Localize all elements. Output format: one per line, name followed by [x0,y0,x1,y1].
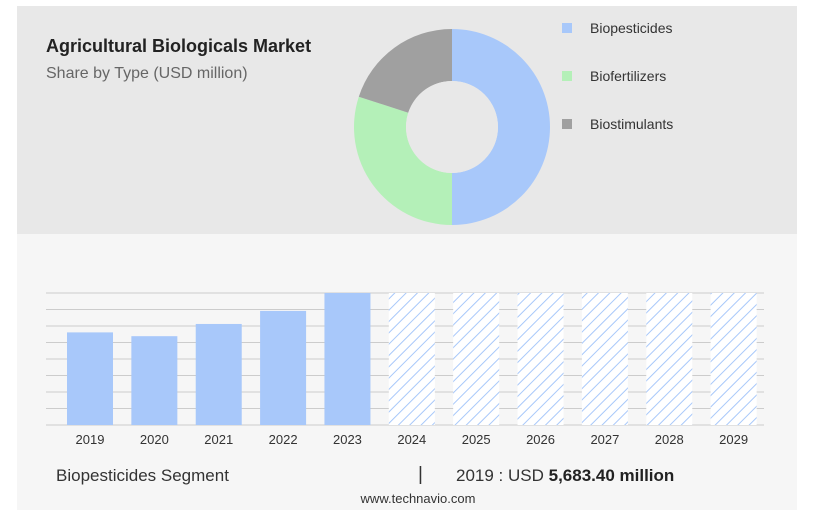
bar-2019 [67,332,113,425]
forecast-bar-2026 [517,293,564,425]
segment-value-amount: 5,683.40 million [548,466,675,485]
footer-separator: | [418,464,423,485]
donut-chart [354,29,550,225]
donut-slice-biostimulants [358,29,452,113]
donut-slice-biopesticides [452,29,550,225]
legend-label-biostimulants: Biostimulants [590,116,674,132]
donut-hole [406,81,498,173]
x-tick-label: 2022 [269,432,298,447]
legend-item-biopesticides: Biopesticides [562,18,673,38]
segment-value-prefix: 2019 : USD [456,466,544,485]
forecast-bar-2028 [646,293,693,425]
bar-2021 [195,323,242,425]
legend-swatch-biofertilizers [562,71,572,81]
forecast-bar-2029 [710,293,757,425]
forecast-bar-2027 [581,293,628,425]
x-tick-label: 2028 [655,432,684,447]
legend-item-biofertilizers: Biofertilizers [562,66,673,86]
chart-title: Agricultural Biologicals Market [46,36,312,56]
donut-legend: Biopesticides Biofertilizers Biostimulan… [562,18,673,162]
bar-2020 [131,336,178,425]
bar-chart: 2019 2020 2021 2022 2023 2024 2025 2026 2027 2028… [46,292,764,447]
segment-label: Biopesticides Segment [56,466,229,485]
legend-item-biostimulants: Biostimulants [562,114,673,134]
x-tick-label: 2020 [140,432,169,447]
x-tick-label: 2023 [333,432,362,447]
legend-swatch-biopesticides [562,23,572,33]
x-tick-label: 2027 [590,432,619,447]
donut-slice-biofertilizers [354,96,452,225]
bar-2022 [260,310,307,425]
legend-label-biofertilizers: Biofertilizers [590,68,667,84]
x-tick-label: 2026 [526,432,555,447]
segment-value: 2019 : USD 5,683.40 million [456,466,674,486]
bar-2023 [324,293,371,425]
x-tick-label: 2029 [719,432,748,447]
legend-swatch-biostimulants [562,119,572,129]
forecast-bar-2025 [453,293,500,425]
site-url: www.technavio.com [360,491,476,506]
x-tick-label: 2019 [76,432,105,447]
x-tick-label: 2024 [397,432,426,447]
x-tick-label: 2025 [462,432,491,447]
forecast-bar-2024 [388,293,435,425]
chart-subtitle: Share by Type (USD million) [46,65,248,82]
x-tick-label: 2021 [204,432,233,447]
legend-label-biopesticides: Biopesticides [590,20,673,36]
